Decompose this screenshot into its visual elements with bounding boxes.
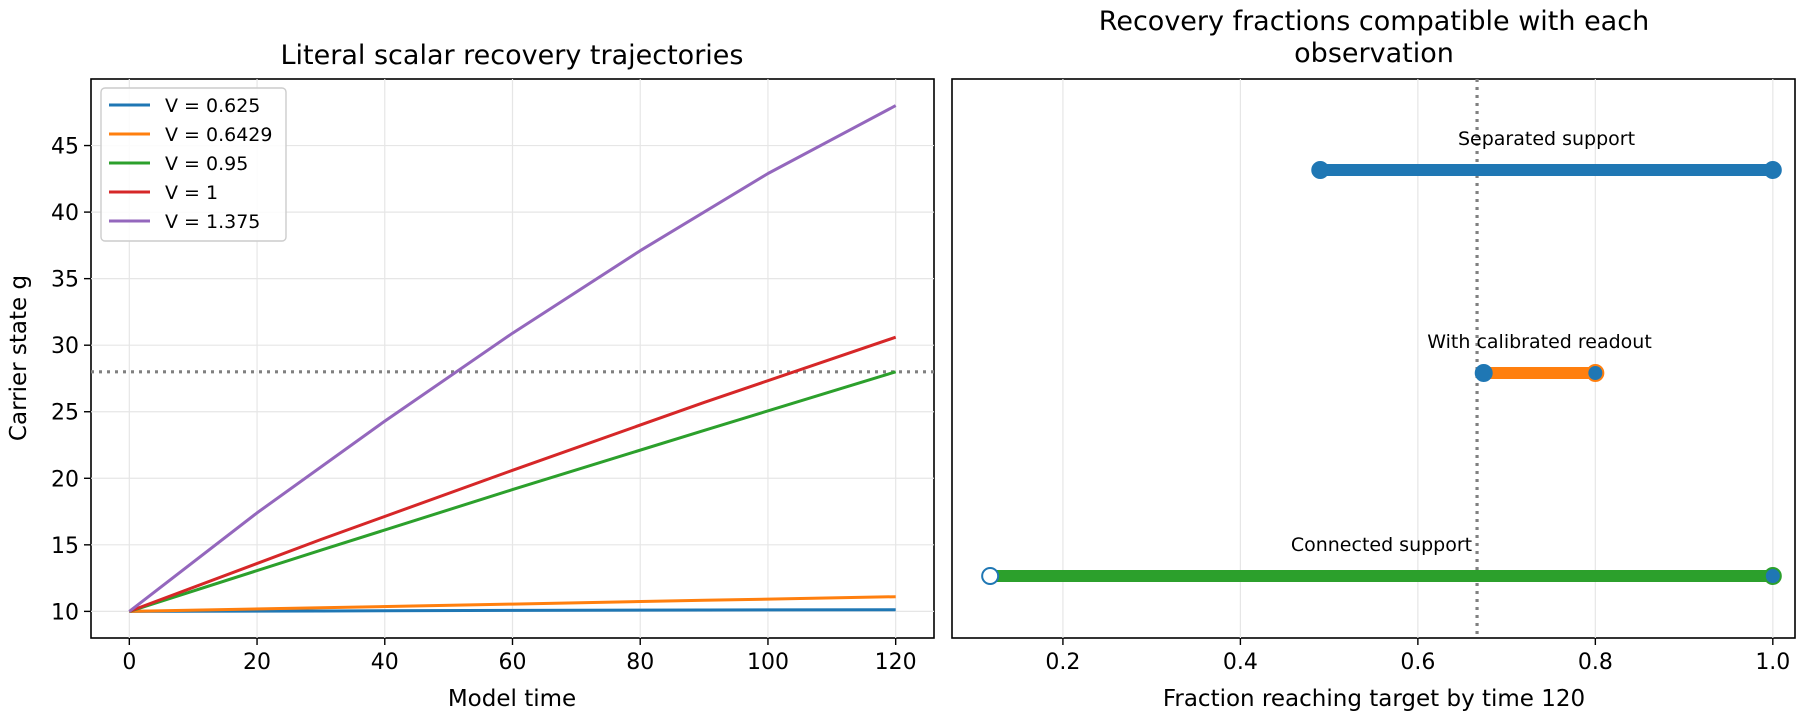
x-axis-label: Model time: [448, 686, 576, 712]
plot-frame: [951, 78, 1796, 639]
series-line-4: [128, 335, 897, 613]
closed-endpoint: [1311, 161, 1330, 179]
x-tick-label: 100: [747, 650, 789, 675]
legend-label: V = 0.95: [165, 153, 248, 175]
interval-chart: Recovery fractions compatible with each o…: [951, 6, 1796, 712]
interval-label: Connected support: [1291, 534, 1472, 556]
chart-title: Recovery fractions compatible with each o…: [1099, 6, 1649, 69]
legend-label: V = 1: [165, 182, 218, 204]
y-tick-label: 30: [51, 334, 79, 359]
interval-label: With calibrated readout: [1427, 331, 1651, 353]
title-line: observation: [1294, 38, 1454, 69]
axis-ticks: 0 20 40 60 80 100 120 10 15 20 25 30 35 40 45: [51, 135, 917, 675]
x-tick-label: 80: [626, 650, 654, 675]
gridlines: [91, 79, 934, 638]
legend-label: V = 0.6429: [165, 124, 272, 146]
trajectory-chart: Literal scalar recovery trajectories 0 20…: [6, 40, 935, 712]
x-tick-label: 120: [875, 650, 917, 675]
y-tick-label: 25: [51, 401, 79, 426]
y-tick-label: 15: [51, 534, 79, 559]
x-tick-label: 0.2: [1045, 650, 1080, 675]
x-tick-label: 0.6: [1400, 650, 1435, 675]
legend: V = 0.625 V = 0.6429 V = 0.95 V = 1 V = 1.37…: [100, 87, 287, 242]
x-axis-label: Fraction reaching target by time 120: [1163, 686, 1585, 712]
open-endpoint: [981, 567, 1000, 585]
x-tick-label: 1.0: [1755, 650, 1790, 675]
chart-title: Literal scalar recovery trajectories: [281, 40, 744, 71]
series-line-5: [128, 104, 897, 613]
x-tick-label: 0.4: [1223, 650, 1258, 675]
axis-ticks: 0.2 0.4 0.6 0.8 1.0: [1045, 638, 1790, 675]
x-tick-label: 0: [122, 650, 136, 675]
y-tick-label: 20: [51, 467, 79, 492]
legend-label: V = 1.375: [165, 211, 260, 233]
y-axis-label: Carrier state g: [6, 275, 32, 441]
series-lines: [128, 104, 897, 613]
y-tick-label: 40: [51, 201, 79, 226]
y-tick-label: 45: [51, 135, 79, 160]
closed-endpoint: [1474, 364, 1493, 382]
x-tick-label: 40: [371, 650, 399, 675]
series-line-2: [129, 595, 896, 613]
legend-frame: [100, 87, 287, 242]
x-tick-label: 20: [243, 650, 271, 675]
legend-label: V = 0.625: [165, 95, 260, 117]
closed-endpoint: [1763, 161, 1782, 179]
y-tick-label: 10: [51, 600, 79, 625]
x-tick-label: 60: [499, 650, 527, 675]
interval-label: Separated support: [1458, 128, 1635, 150]
y-tick-label: 35: [51, 268, 79, 293]
title-line: Recovery fractions compatible with each: [1099, 6, 1649, 37]
intervals: Separated support With calibrated readout…: [981, 128, 1782, 585]
closed-endpoint: [1586, 364, 1605, 382]
closed-endpoint: [1763, 567, 1782, 585]
series-line-1: [129, 608, 896, 613]
x-tick-label: 0.8: [1578, 650, 1613, 675]
series-line-3: [128, 370, 897, 613]
